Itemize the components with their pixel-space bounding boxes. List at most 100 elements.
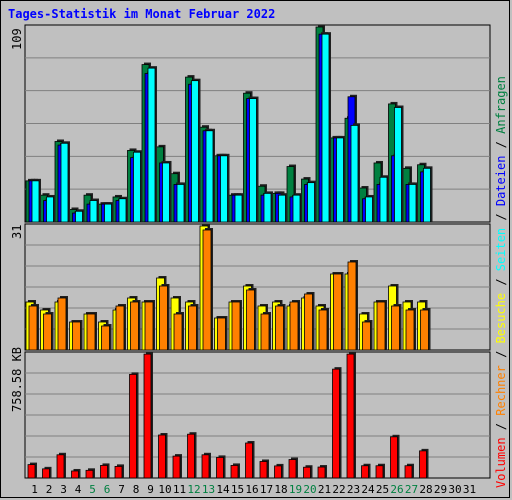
seiten-bar-day-5 — [89, 200, 98, 223]
volumen-bar-day-22 — [332, 368, 340, 479]
day-label-5: 5 — [89, 483, 96, 496]
rechner-bar-day-26 — [391, 305, 400, 351]
day-label-8: 8 — [132, 483, 140, 496]
volumen-bar-day-26 — [390, 436, 398, 479]
volumen-bar-day-2 — [42, 468, 50, 479]
day-label-9: 9 — [147, 483, 154, 496]
rechner-bar-day-11 — [173, 313, 183, 351]
day-label-6: 6 — [103, 483, 111, 496]
legend-anfragen: Anfragen — [494, 76, 508, 134]
day-label-26: 26 — [390, 483, 404, 496]
rechner-bar-day-3 — [57, 297, 67, 351]
rechner-bar-day-1 — [28, 305, 38, 351]
seiten-bar-day-27 — [408, 184, 417, 223]
day-label-25: 25 — [375, 483, 390, 496]
day-label-19: 19 — [288, 483, 303, 496]
seiten-bar-day-26 — [394, 107, 402, 223]
volumen-bar-day-12 — [187, 433, 195, 479]
seiten-bar-day-17 — [263, 192, 272, 223]
seiten-bar-day-21 — [321, 33, 330, 223]
legend-dateien: Dateien — [494, 155, 508, 207]
seiten-bar-day-2 — [46, 196, 54, 223]
seiten-bar-day-1 — [31, 180, 40, 223]
seiten-bar-day-14 — [220, 155, 228, 223]
chart-title: Tages-Statistik im Monat Februar 2022 — [8, 7, 276, 21]
rechner-bar-day-8 — [130, 301, 139, 351]
volumen-bar-day-4 — [71, 470, 79, 479]
seiten-bar-day-22 — [336, 137, 344, 223]
seiten-bar-day-4 — [75, 210, 83, 223]
day-label-31: 31 — [462, 483, 477, 496]
seiten-bar-day-3 — [60, 142, 69, 223]
day-label-28: 28 — [419, 483, 433, 496]
volumen-bar-day-25 — [375, 465, 384, 479]
day-label-7: 7 — [118, 483, 125, 496]
volumen-bar-day-7 — [114, 465, 123, 479]
rechner-bar-day-13 — [202, 229, 212, 351]
seiten-bar-day-10 — [162, 162, 170, 223]
seiten-bar-day-25 — [379, 176, 388, 223]
legend-separator: / — [494, 415, 508, 438]
bottom-panel-max-label: 758.58 KB — [10, 346, 24, 412]
volumen-bar-day-23 — [346, 353, 355, 479]
day-label-27: 27 — [404, 483, 419, 496]
top-panel-max-label: 109 — [10, 28, 24, 50]
volumen-bar-day-24 — [361, 465, 369, 479]
rechner-bar-day-2 — [43, 313, 52, 351]
day-label-29: 29 — [433, 483, 448, 496]
chart-legend: Volumen / Rechner / Besuche / Seiten / D… — [494, 8, 508, 488]
legend-separator: / — [494, 343, 508, 366]
volumen-bar-day-20 — [303, 466, 311, 479]
day-label-10: 10 — [158, 483, 172, 496]
seiten-bar-day-13 — [205, 130, 214, 223]
volumen-bar-day-11 — [172, 455, 181, 479]
rechner-bar-day-25 — [376, 301, 386, 351]
volumen-bar-day-10 — [158, 434, 166, 479]
seiten-bar-day-8 — [133, 151, 141, 223]
volumen-bar-day-16 — [245, 442, 253, 479]
volumen-bar-day-8 — [129, 373, 137, 479]
day-label-24: 24 — [361, 483, 375, 496]
rechner-bar-day-21 — [318, 309, 328, 351]
rechner-bar-day-28 — [420, 309, 429, 351]
volumen-bar-day-6 — [100, 465, 108, 479]
volumen-bar-day-9 — [143, 353, 152, 479]
seiten-bar-day-12 — [191, 80, 199, 223]
legend-separator: / — [494, 271, 508, 293]
day-label-11: 11 — [172, 483, 187, 496]
day-label-13: 13 — [201, 483, 216, 496]
legend-besuche: Besuche — [494, 292, 508, 344]
seiten-bar-day-20 — [307, 182, 315, 223]
rechner-bar-day-23 — [347, 261, 357, 351]
volumen-bar-day-21 — [317, 466, 326, 479]
volumen-bar-day-13 — [201, 454, 210, 479]
day-label-20: 20 — [303, 483, 317, 496]
seiten-bar-day-9 — [147, 67, 156, 223]
day-label-2: 2 — [45, 483, 53, 496]
rechner-bar-day-22 — [333, 273, 342, 351]
seiten-bar-day-24 — [365, 196, 373, 223]
rechner-bar-day-4 — [72, 321, 81, 351]
day-label-12: 12 — [187, 483, 201, 496]
volumen-bar-day-28 — [419, 450, 427, 479]
rechner-bar-day-12 — [188, 305, 197, 351]
legend-volumen: Volumen — [494, 437, 508, 488]
day-label-15: 15 — [230, 483, 245, 496]
volumen-bar-day-3 — [56, 454, 65, 479]
seiten-bar-day-19 — [292, 194, 301, 223]
day-label-16: 16 — [245, 483, 259, 496]
legend-separator: / — [494, 206, 508, 228]
day-label-3: 3 — [60, 483, 67, 496]
rechner-bar-day-7 — [115, 305, 125, 351]
day-label-21: 21 — [317, 483, 332, 496]
legend-seiten: Seiten — [494, 227, 508, 272]
rechner-bar-day-6 — [101, 325, 110, 351]
day-label-1: 1 — [31, 483, 38, 496]
volumen-bar-day-17 — [259, 461, 268, 479]
rechner-bar-day-18 — [275, 305, 284, 351]
volumen-bar-day-15 — [230, 465, 239, 479]
seiten-bar-day-18 — [278, 194, 286, 223]
seiten-bar-day-6 — [104, 203, 112, 223]
